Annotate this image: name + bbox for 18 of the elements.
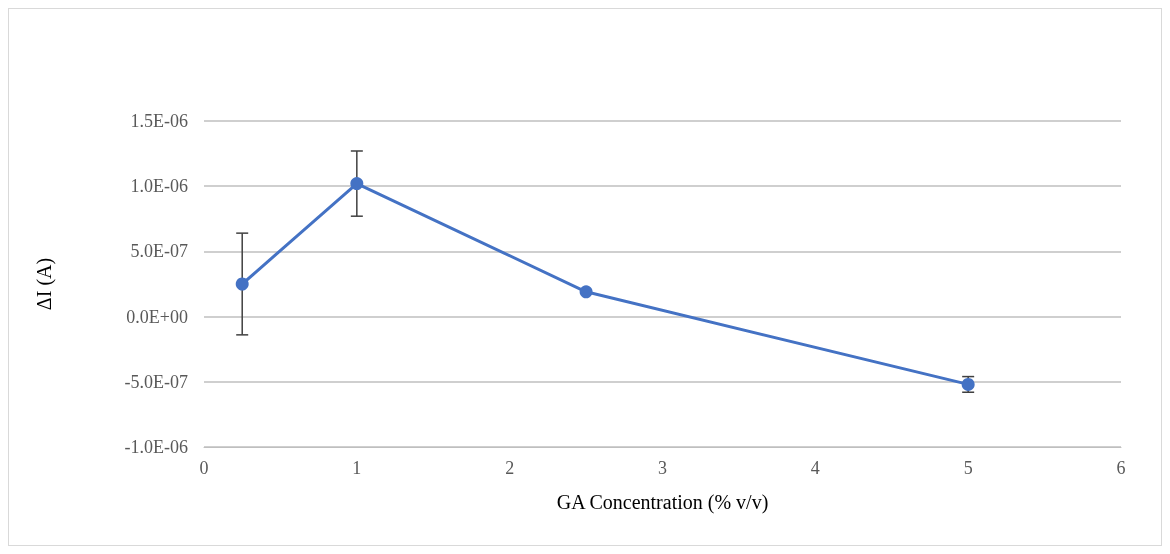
point xyxy=(579,285,593,299)
x-tick-label: 6 xyxy=(1116,458,1126,478)
point xyxy=(350,177,364,191)
x-tick-label: 2 xyxy=(505,458,515,478)
y-tick-label: 0.0E+00 xyxy=(126,306,188,327)
x-tick-label: 0 xyxy=(199,458,209,478)
x-axis-title: GA Concentration (% v/v) xyxy=(556,491,769,514)
y-axis-title: ΔI (A) xyxy=(33,257,56,311)
x-tick-label: 1 xyxy=(352,458,362,478)
point xyxy=(235,277,249,291)
y-tick-label: 1.5E-06 xyxy=(130,111,188,131)
y-tick-label: -5.0E-07 xyxy=(124,371,188,392)
y-tick-label: 5.0E-07 xyxy=(130,241,188,262)
y-tick-label: -1.0E-06 xyxy=(124,437,188,457)
y-tick-label: 1.0E-06 xyxy=(130,176,188,197)
x-tick-label: 4 xyxy=(810,458,820,478)
x-tick-label: 3 xyxy=(658,458,667,478)
x-tick-label: 5 xyxy=(963,458,973,478)
